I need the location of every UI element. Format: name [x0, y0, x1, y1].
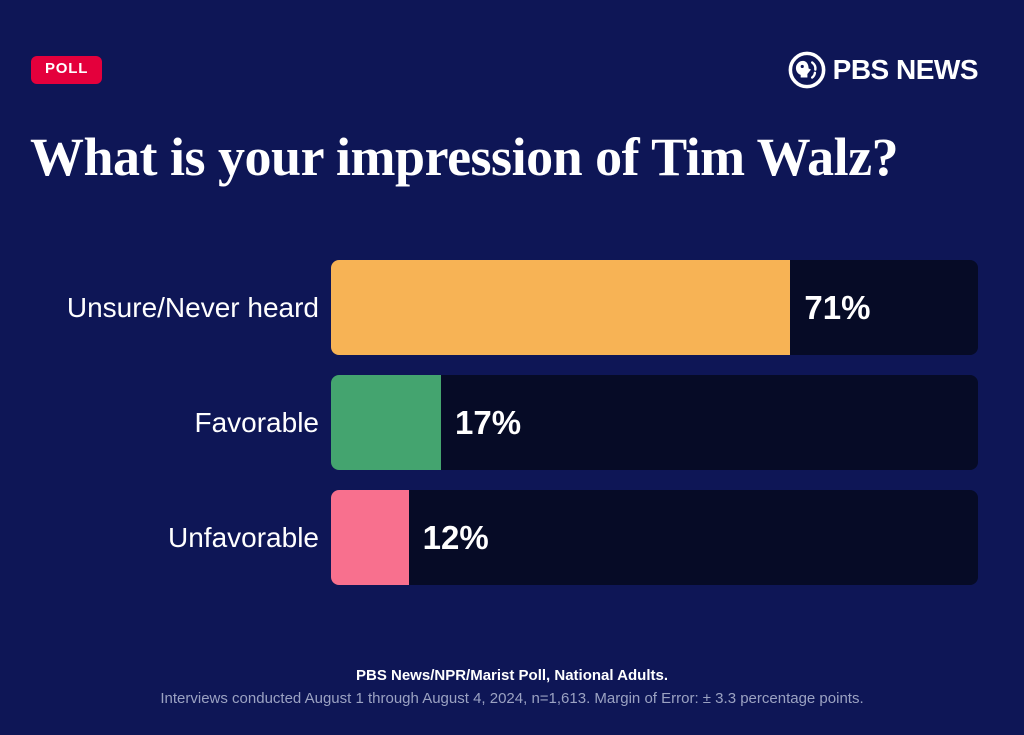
category-label: Unfavorable [168, 521, 319, 553]
bar-track: 71% [331, 260, 978, 356]
footer-methodology: Interviews conducted August 1 through Au… [160, 690, 864, 707]
category-label: Unsure/Never heard [66, 291, 319, 323]
value-label: 17% [454, 403, 522, 441]
value-label: 71% [804, 288, 871, 326]
bar-fill [331, 490, 409, 586]
bar-fill [331, 375, 441, 471]
bar-row: Unsure/Never heard 71% [0, 260, 978, 356]
poll-badge: POLL [31, 56, 103, 84]
bar-row: Favorable 17% [0, 375, 978, 471]
bar-track: 17% [331, 375, 978, 471]
pbs-news-brand: PBS NEWS [788, 51, 979, 89]
pbs-head-logo-icon [788, 51, 826, 89]
category-label: Favorable [194, 406, 319, 438]
header: POLL PBS NEWS [0, 0, 1024, 90]
brand-name: PBS NEWS [832, 54, 979, 85]
value-label: 12% [422, 518, 489, 556]
bar-fill [331, 260, 791, 356]
footer: PBS News/NPR/Marist Poll, National Adult… [0, 667, 1024, 707]
bar-row: Unfavorable 12% [0, 490, 978, 586]
page-title: What is your impression of Tim Walz? [30, 127, 899, 187]
footer-source: PBS News/NPR/Marist Poll, National Adult… [356, 667, 668, 684]
bar-chart: Unsure/Never heard 71% Favorable 17% Unfavor… [0, 260, 1024, 586]
bar-track: 12% [331, 490, 978, 586]
